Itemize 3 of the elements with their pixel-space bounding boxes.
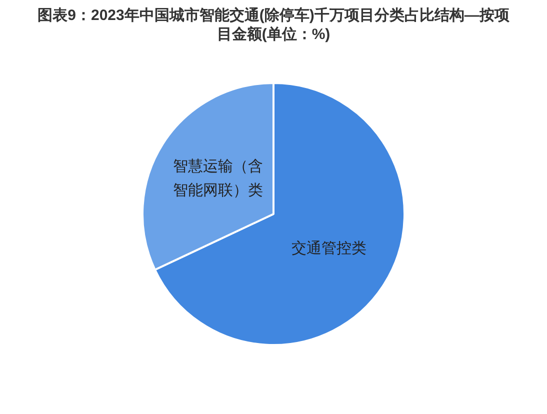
slice-label: 智慧运输（含智能网联）类 [173,156,264,199]
chart-title: 图表9：2023年中国城市智能交通(除停车)千万项目分类占比结构—按项目金额(单位：%) [36,6,510,45]
slice-label: 交通管控类 [291,238,366,257]
